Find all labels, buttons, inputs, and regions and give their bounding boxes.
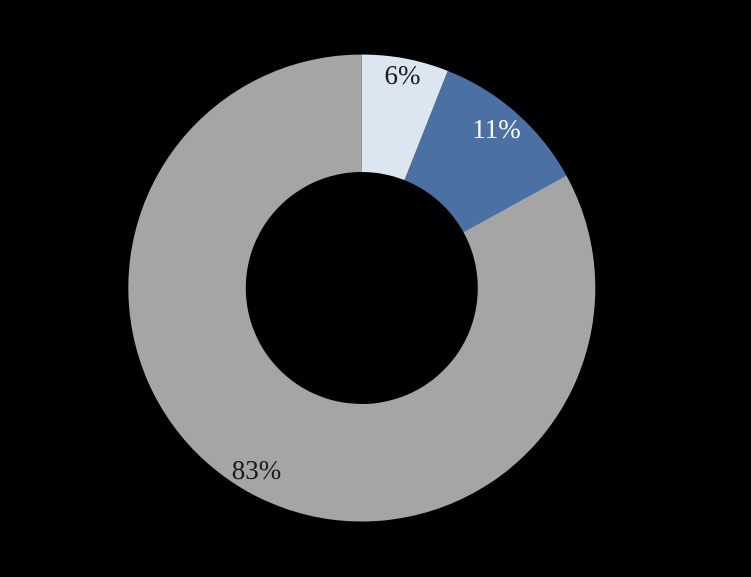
svg-text:6%: 6%	[385, 60, 421, 90]
svg-text:11%: 11%	[472, 114, 521, 144]
svg-text:83%: 83%	[232, 455, 282, 485]
